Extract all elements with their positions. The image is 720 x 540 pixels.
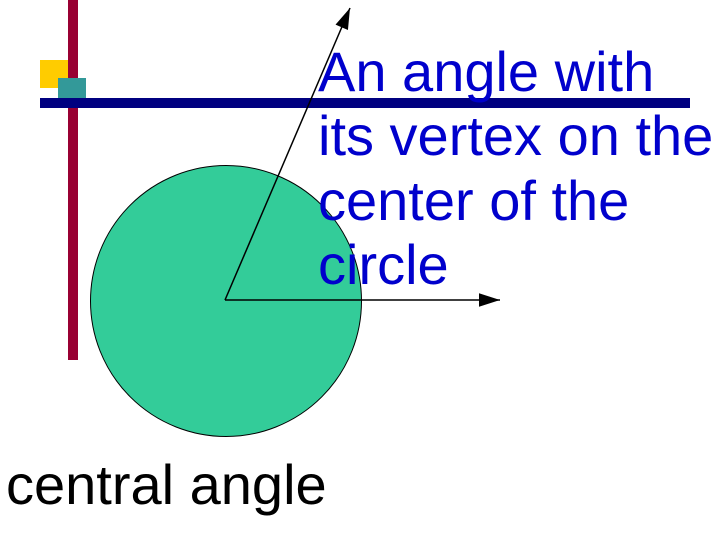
slide-stage: An angle with its vertex on the center o… <box>0 0 720 540</box>
decor-vertical-bar <box>68 0 78 360</box>
term-text: central angle <box>6 452 327 517</box>
definition-text: An angle with its vertex on the center o… <box>318 40 718 298</box>
